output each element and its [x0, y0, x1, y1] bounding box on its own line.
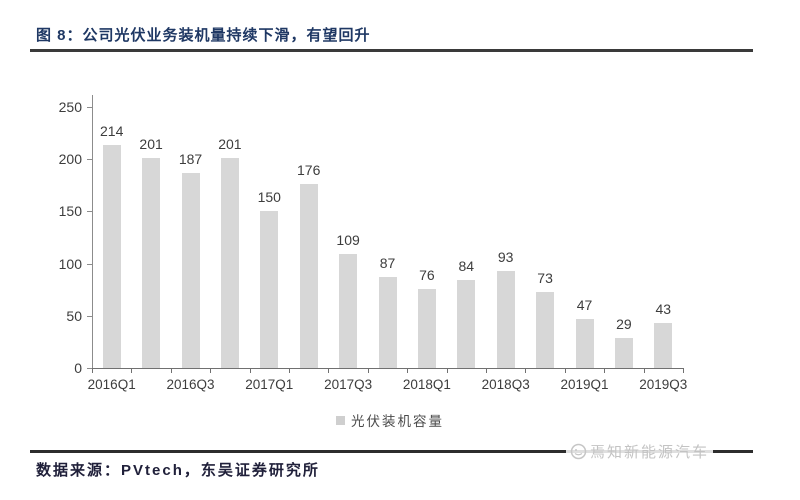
bar [181, 173, 200, 368]
x-tick-mark [407, 368, 409, 373]
y-tick-mark [87, 315, 92, 317]
y-tick-label: 50 [66, 307, 82, 324]
y-tick-mark [87, 263, 92, 265]
chart-legend: 光伏装机容量 [336, 410, 444, 430]
bar [575, 319, 594, 368]
bar [339, 254, 358, 368]
watermark-logo-icon [570, 443, 587, 460]
x-tick-mark [683, 368, 684, 373]
x-tick-mark [525, 368, 527, 373]
x-tick-mark [131, 368, 133, 373]
x-tick-mark [446, 368, 448, 373]
bar-value-label: 87 [379, 255, 396, 271]
bar [457, 280, 476, 368]
bar [536, 292, 555, 368]
bar [378, 277, 397, 368]
x-tick-mark [92, 368, 93, 373]
x-tick-label: 2019Q1 [560, 377, 609, 392]
bar [220, 158, 239, 368]
bar-value-label: 93 [497, 249, 514, 265]
x-tick-label: 2018Q3 [481, 377, 530, 392]
x-tick-mark [249, 368, 251, 373]
bar-value-label: 84 [458, 258, 475, 274]
x-tick-mark [564, 368, 566, 373]
y-tick-label: 200 [58, 151, 82, 168]
bar [496, 271, 515, 368]
y-tick-label: 250 [58, 99, 82, 115]
x-tick-label: 2016Q1 [87, 377, 136, 392]
x-tick-label: 2018Q1 [402, 377, 451, 392]
watermark: 焉知新能源汽车 [566, 441, 714, 462]
y-tick-mark [87, 159, 92, 161]
bar-value-label: 150 [257, 189, 281, 205]
x-tick-label: 2019Q3 [639, 377, 688, 392]
bar-value-label: 176 [297, 162, 321, 178]
x-tick-mark [486, 368, 487, 373]
footer-divider-rule [30, 450, 753, 453]
bar [260, 211, 279, 368]
y-tick-label: 150 [58, 203, 82, 220]
bar [142, 158, 161, 368]
bar-value-label: 47 [576, 297, 593, 313]
bar [614, 338, 633, 368]
x-tick-mark [289, 368, 290, 373]
legend-swatch-icon [336, 415, 345, 425]
bar-value-label: 73 [537, 270, 553, 286]
x-tick-label: 2017Q3 [324, 377, 373, 392]
legend-label: 光伏装机容量 [351, 414, 444, 429]
bar [654, 323, 673, 368]
x-axis-line [92, 368, 683, 369]
bar-value-label: 43 [655, 301, 672, 317]
bar-value-label: 109 [336, 232, 360, 248]
y-tick-label: 100 [58, 255, 82, 272]
x-tick-label: 2017Q1 [245, 377, 294, 392]
x-tick-mark [328, 368, 330, 373]
x-tick-mark [210, 368, 212, 373]
bar [417, 289, 436, 368]
bar-value-label: 187 [178, 151, 203, 167]
bar [299, 184, 318, 368]
bar-value-label: 76 [419, 267, 435, 283]
x-tick-mark [367, 368, 369, 373]
watermark-text: 焉知新能源汽车 [590, 444, 710, 461]
bar-value-label: 201 [139, 136, 163, 152]
y-axis-line [92, 95, 93, 369]
y-tick-label: 0 [74, 360, 82, 376]
x-tick-mark [170, 368, 172, 373]
y-tick-mark [87, 107, 92, 108]
title-divider-rule [30, 49, 753, 52]
y-tick-mark [87, 368, 92, 369]
x-tick-label: 2016Q3 [166, 377, 215, 392]
figure-title: 图 8：公司光伏业务装机量持续下滑，有望回升 [36, 27, 371, 44]
x-tick-mark [643, 368, 645, 373]
bar [102, 145, 121, 368]
bar-value-label: 201 [218, 136, 242, 152]
bar-value-label: 214 [100, 123, 124, 139]
x-tick-mark [604, 368, 606, 373]
y-tick-mark [87, 211, 92, 213]
bar-value-label: 29 [616, 316, 632, 332]
data-source-note: 数据来源：PVtech，东吴证券研究所 [36, 462, 320, 479]
